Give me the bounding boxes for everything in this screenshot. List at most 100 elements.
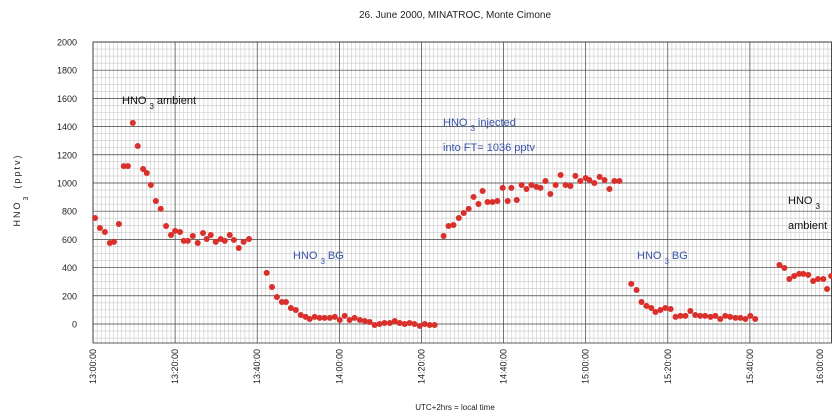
- data-point: [781, 264, 788, 271]
- data-point: [717, 316, 724, 323]
- data-point: [727, 313, 734, 320]
- data-point: [712, 312, 719, 319]
- data-point: [226, 232, 233, 239]
- data-point: [460, 210, 467, 217]
- data-point: [815, 275, 822, 282]
- annotation-text: HNO: [443, 117, 468, 129]
- data-point: [518, 181, 525, 188]
- data-point: [616, 178, 623, 185]
- data-point: [194, 240, 201, 247]
- data-point: [692, 311, 699, 318]
- data-point: [586, 177, 593, 184]
- data-point: [147, 181, 154, 188]
- annotation-sub: 3: [149, 102, 154, 111]
- data-point: [386, 319, 393, 326]
- x-tick-label: 13:40:00: [252, 349, 262, 384]
- data-point: [633, 286, 640, 293]
- data-point: [702, 312, 709, 319]
- data-point: [321, 314, 328, 321]
- data-point: [376, 320, 383, 327]
- data-point: [628, 280, 635, 287]
- data-point: [177, 229, 184, 236]
- data-point: [221, 237, 228, 244]
- data-point: [537, 184, 544, 191]
- data-point: [577, 178, 584, 185]
- data-point: [110, 238, 117, 245]
- data-point: [591, 179, 598, 186]
- y-tick-label: 1000: [57, 178, 77, 188]
- data-point: [273, 294, 280, 301]
- annotation-sub: 3: [470, 124, 475, 133]
- data-point: [687, 307, 694, 314]
- data-point: [96, 224, 103, 231]
- data-point: [278, 298, 285, 305]
- data-point: [311, 313, 318, 320]
- data-point: [648, 305, 655, 312]
- data-point: [356, 317, 363, 324]
- data-point: [143, 169, 150, 176]
- data-point: [440, 232, 447, 239]
- annotation-text: HNO: [637, 250, 662, 262]
- data-point: [411, 320, 418, 327]
- data-point: [396, 319, 403, 326]
- data-point: [752, 316, 759, 323]
- data-point: [246, 235, 253, 242]
- data-point: [638, 298, 645, 305]
- data-point: [371, 321, 378, 328]
- data-point: [129, 119, 136, 126]
- data-point: [824, 286, 831, 293]
- data-point: [263, 269, 270, 276]
- data-point: [445, 222, 452, 229]
- data-point: [722, 312, 729, 319]
- data-point: [230, 236, 237, 243]
- data-point: [426, 321, 433, 328]
- data-point: [470, 193, 477, 200]
- data-point: [240, 238, 247, 245]
- x-tick-label: 13:20:00: [170, 349, 180, 384]
- data-point: [601, 177, 608, 184]
- data-point: [611, 178, 618, 185]
- data-point: [662, 305, 669, 312]
- data-point: [682, 312, 689, 319]
- annotation-sub: 3: [664, 257, 669, 266]
- data-point: [820, 275, 827, 282]
- data-point: [596, 173, 603, 180]
- annotation-text: into FT= 1036 pptv: [443, 142, 536, 154]
- data-point: [796, 270, 803, 277]
- data-point: [140, 166, 147, 173]
- data-point: [732, 314, 739, 321]
- annotation: HNO 3 BG: [293, 250, 344, 266]
- y-tick-label: 1200: [57, 150, 77, 160]
- data-point: [572, 172, 579, 179]
- data-point: [489, 199, 496, 206]
- data-point: [643, 302, 650, 309]
- data-point: [115, 221, 122, 228]
- data-point: [475, 200, 482, 207]
- data-point: [200, 230, 207, 237]
- data-point: [810, 277, 817, 284]
- data-point: [805, 271, 812, 278]
- data-point: [269, 284, 276, 291]
- y-tick-label: 400: [62, 263, 77, 273]
- annotation: HNO 3 BG: [637, 250, 688, 266]
- data-point: [513, 197, 520, 204]
- x-tick-label: 14:00:00: [334, 349, 344, 384]
- annotation-text: HNO: [293, 250, 318, 262]
- data-point: [528, 181, 535, 188]
- x-tick-label: 16:00:00: [815, 349, 825, 384]
- x-tick-label: 14:40:00: [499, 349, 509, 384]
- data-point: [828, 273, 832, 280]
- data-point: [697, 312, 704, 319]
- data-point: [180, 237, 187, 244]
- data-point: [326, 314, 333, 321]
- data-point: [499, 184, 506, 191]
- data-point: [800, 270, 807, 277]
- data-point: [567, 182, 574, 189]
- data-point: [431, 321, 438, 328]
- data-point: [523, 186, 530, 193]
- y-tick-label: 800: [62, 207, 77, 217]
- data-point: [366, 318, 373, 325]
- data-point: [120, 163, 127, 170]
- data-point: [297, 311, 304, 318]
- x-tick-label: 15:20:00: [663, 349, 673, 384]
